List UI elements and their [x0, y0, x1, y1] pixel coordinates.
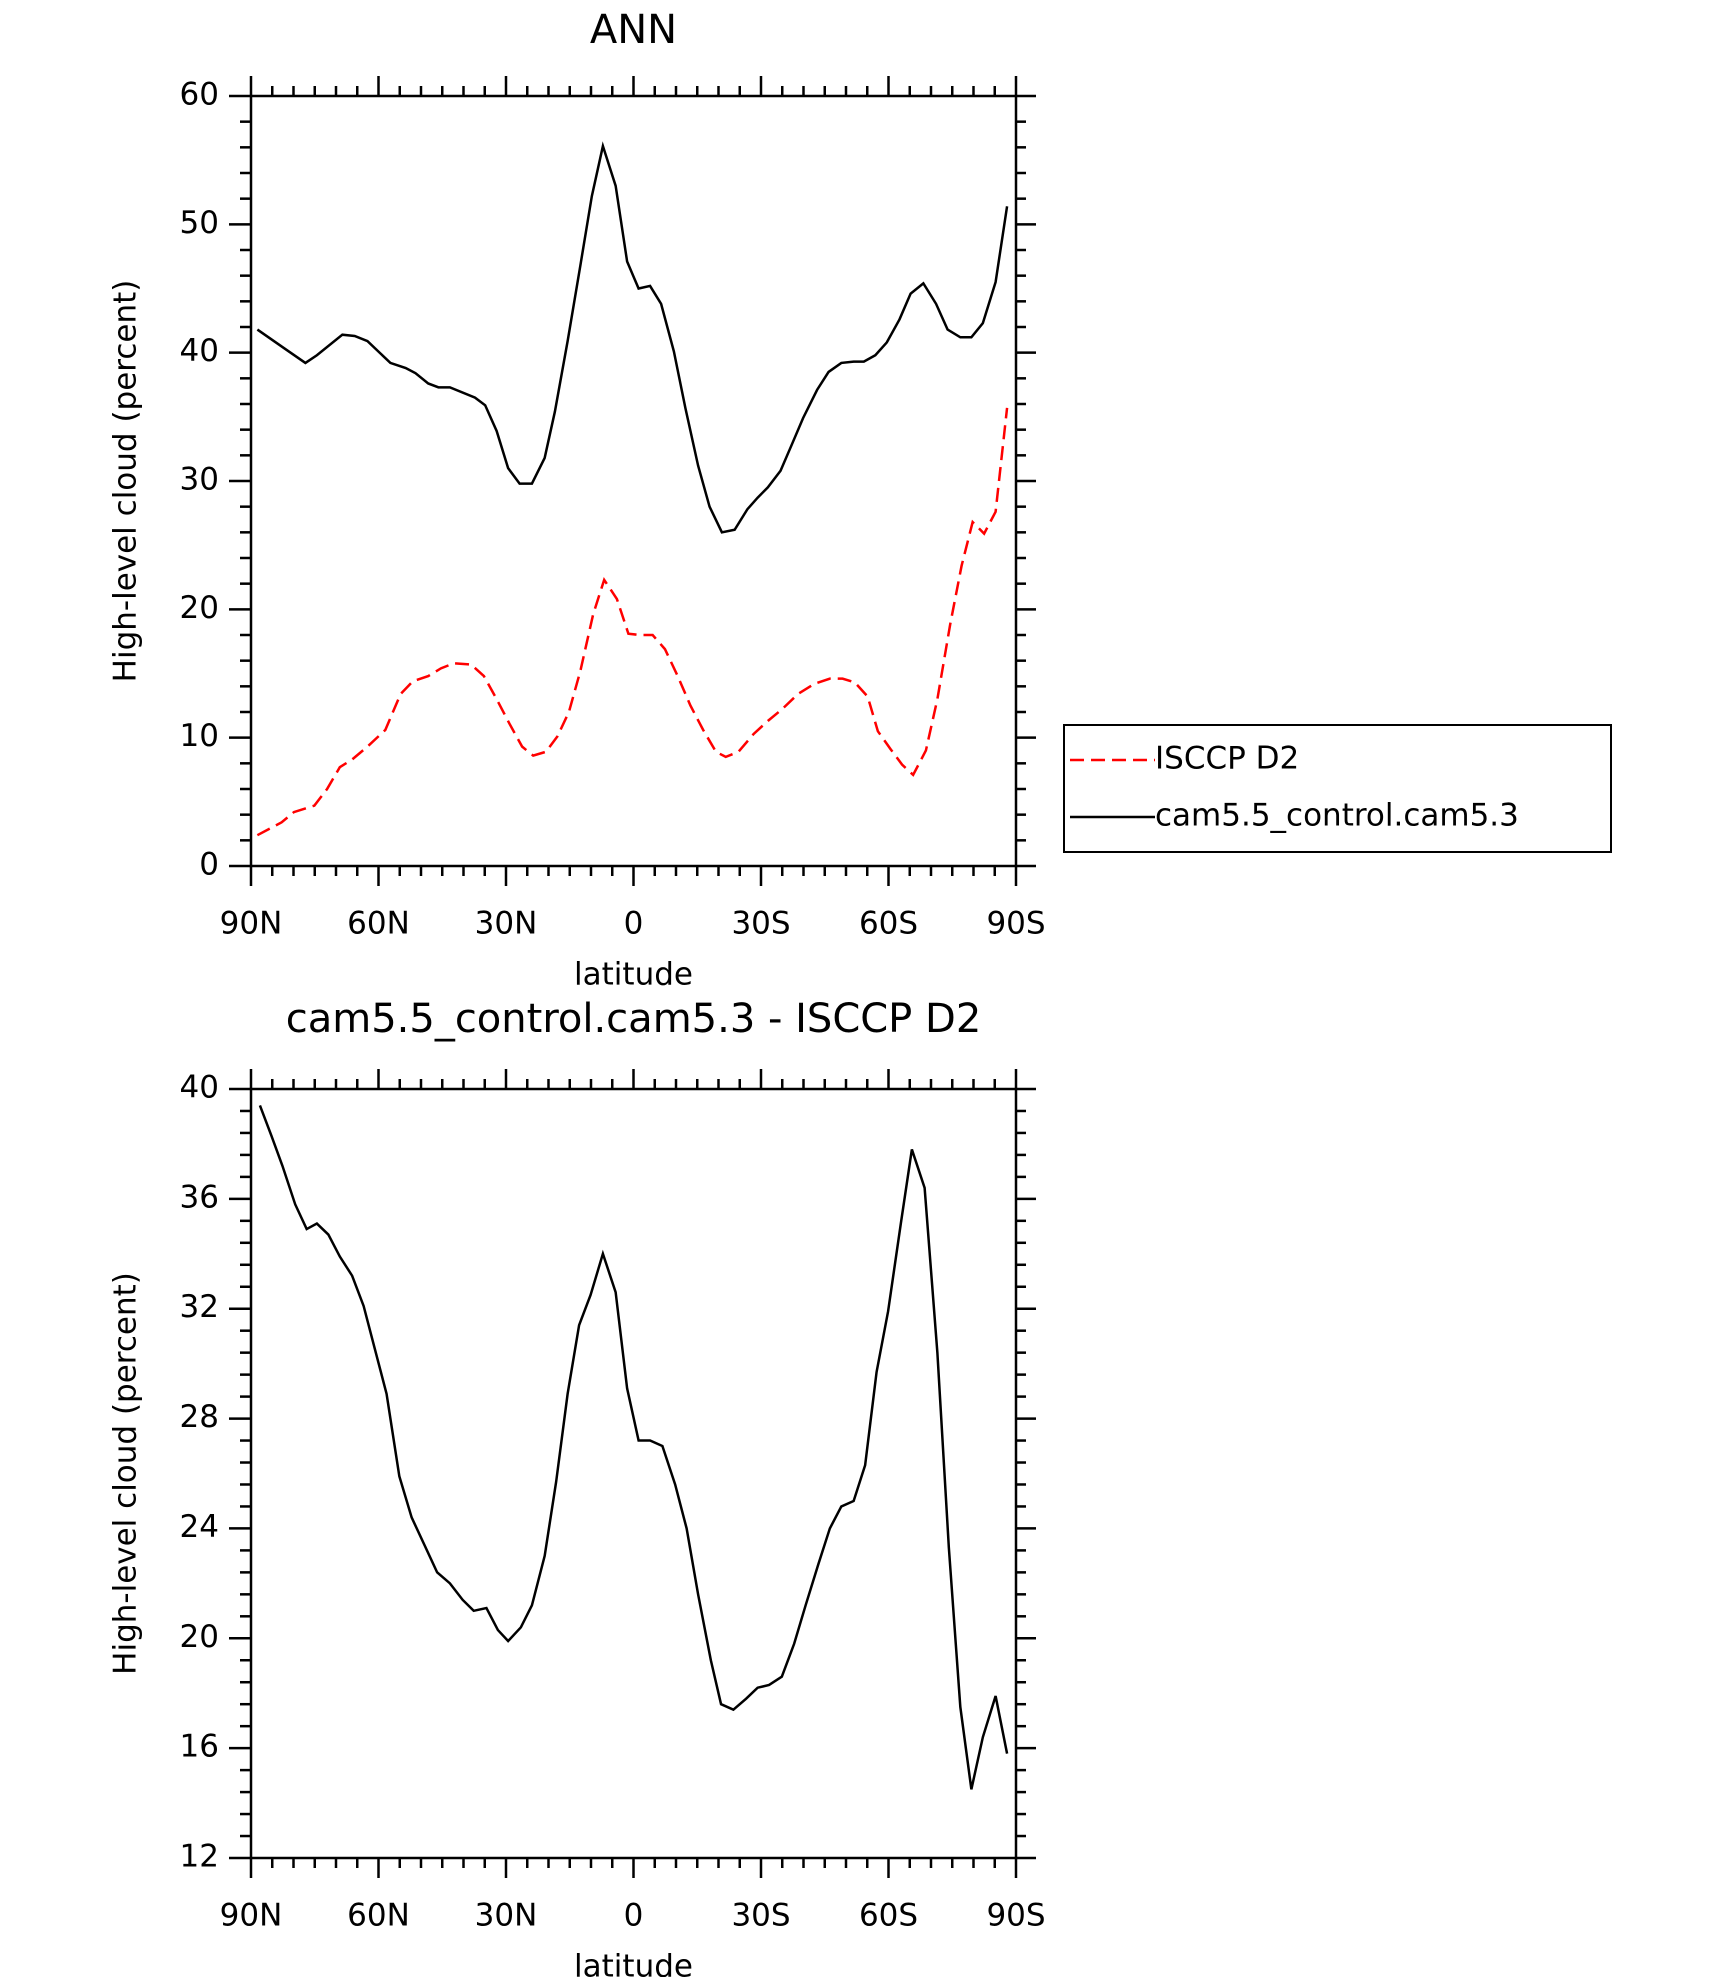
y-tick-label: 50 — [180, 205, 219, 241]
y-tick-label: 16 — [180, 1729, 219, 1765]
x-tick-label: 60N — [347, 1898, 410, 1934]
x-tick-label: 30N — [475, 906, 538, 942]
x-axis-label: latitude — [574, 1949, 693, 1977]
x-tick-label: 60S — [859, 1898, 918, 1934]
plot-frame — [249, 94, 1018, 868]
x-tick-label: 0 — [624, 1898, 644, 1934]
chart-title: ANN — [590, 7, 677, 53]
y-axis-label: High-level cloud (percent) — [108, 280, 144, 683]
y-tick-label: 40 — [180, 1070, 219, 1106]
data-line — [258, 1105, 1009, 1790]
y-tick-label: 36 — [180, 1179, 219, 1215]
y-tick-label: 30 — [180, 462, 219, 498]
x-tick-label: 90N — [220, 1898, 283, 1934]
y-tick-label: 60 — [180, 77, 219, 113]
data-line — [256, 141, 1009, 534]
x-tick-label: 90N — [220, 906, 283, 942]
chart-title: cam5.5_control.cam5.3 - ISCCP D2 — [286, 996, 982, 1042]
x-tick-label: 60N — [347, 906, 410, 942]
legend-label: cam5.5_control.cam5.3 — [1155, 798, 1519, 834]
y-tick-label: 32 — [180, 1289, 219, 1325]
y-tick-label: 28 — [180, 1399, 219, 1435]
x-tick-label: 90S — [986, 1898, 1045, 1934]
legend-box — [1063, 724, 1612, 853]
x-tick-label: 0 — [624, 906, 644, 942]
y-tick-label: 20 — [180, 590, 219, 626]
plot-frame — [249, 1087, 1018, 1860]
y-axis-label: High-level cloud (percent) — [108, 1272, 144, 1675]
y-tick-label: 10 — [180, 718, 219, 754]
y-tick-label: 40 — [180, 333, 219, 369]
y-tick-label: 0 — [199, 847, 219, 883]
x-tick-label: 30N — [475, 1898, 538, 1934]
x-tick-label: 90S — [986, 906, 1045, 942]
x-tick-label: 30S — [731, 1898, 790, 1934]
x-axis-label: latitude — [574, 957, 693, 993]
y-tick-label: 20 — [180, 1619, 219, 1655]
x-tick-label: 60S — [859, 906, 918, 942]
x-tick-label: 30S — [731, 906, 790, 942]
data-line — [256, 407, 1009, 837]
legend-label: ISCCP D2 — [1155, 741, 1299, 777]
y-tick-label: 24 — [180, 1509, 219, 1545]
y-tick-label: 12 — [180, 1839, 219, 1875]
